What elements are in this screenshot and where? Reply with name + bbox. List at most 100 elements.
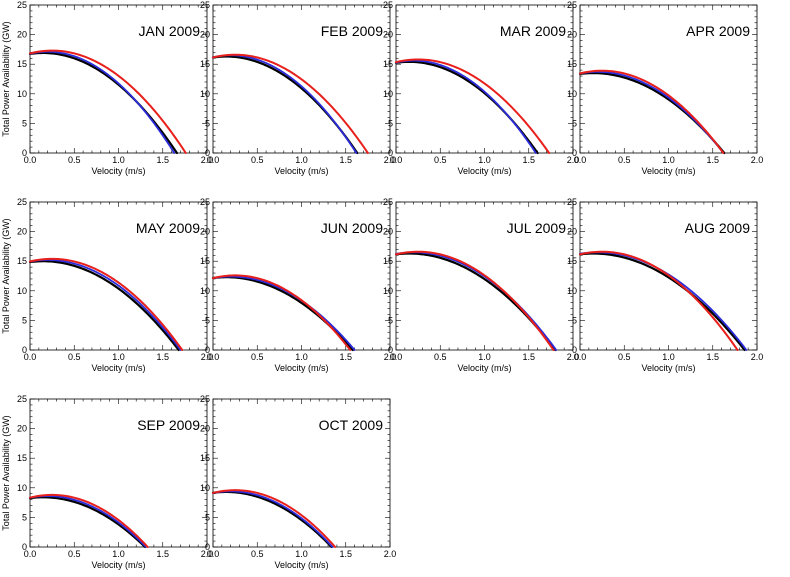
- y-tick-label: 15: [200, 256, 210, 266]
- x-tick-label: 2.0: [384, 352, 397, 362]
- x-tick-label: 1.5: [339, 155, 352, 165]
- y-tick-label: 20: [200, 227, 210, 237]
- series-line-red: [395, 58, 551, 154]
- x-axis-label: Velocity (m/s): [457, 166, 511, 176]
- series-line-blue: [579, 251, 748, 351]
- series-line-black: [28, 260, 180, 352]
- y-tick-label: 5: [205, 118, 210, 128]
- x-tick-label: 0.0: [24, 352, 37, 362]
- y-tick-label: 0: [572, 148, 577, 158]
- series-line-red: [212, 274, 352, 351]
- x-tick-label: 1.5: [706, 155, 719, 165]
- series-line-red: [212, 489, 337, 548]
- series-line-black: [28, 51, 179, 155]
- x-tick-label: 1.0: [295, 549, 308, 559]
- x-tick-label: 2.0: [201, 155, 214, 165]
- y-tick-label: 5: [22, 118, 27, 128]
- x-tick-label: 1.0: [478, 352, 491, 362]
- x-tick-label: 1.5: [339, 352, 352, 362]
- y-tick-label: 25: [200, 197, 210, 207]
- x-tick-label: 0.0: [24, 155, 37, 165]
- x-tick-label: 1.0: [662, 352, 675, 362]
- x-axis-label: Velocity (m/s): [274, 560, 328, 570]
- x-tick-label: 0.0: [390, 352, 403, 362]
- y-tick-label: 20: [17, 30, 27, 40]
- y-tick-label: 0: [205, 148, 210, 158]
- x-tick-label: 0.5: [251, 549, 264, 559]
- x-tick-label: 0.5: [68, 155, 81, 165]
- y-tick-label: 0: [388, 345, 393, 355]
- x-tick-label: 0.0: [207, 549, 220, 559]
- series-line-blue: [212, 275, 356, 351]
- y-tick-label: 20: [567, 227, 577, 237]
- y-tick-label: 15: [567, 59, 577, 69]
- x-axis-label: Velocity (m/s): [457, 363, 511, 373]
- series-line-red: [212, 53, 369, 154]
- x-tick-label: 2.0: [384, 155, 397, 165]
- y-tick-label: 5: [22, 512, 27, 522]
- x-tick-label: 0.0: [207, 155, 220, 165]
- panel-title: OCT 2009: [319, 417, 384, 433]
- series-line-blue: [395, 59, 537, 154]
- x-tick-label: 1.5: [156, 352, 169, 362]
- y-axis-label: Total Power Availability (GW): [1, 218, 11, 333]
- x-tick-label: 2.0: [567, 352, 580, 362]
- y-tick-label: 10: [567, 286, 577, 296]
- y-tick-label: 5: [572, 118, 577, 128]
- series-line-blue: [29, 259, 182, 351]
- y-tick-label: 10: [383, 89, 393, 99]
- y-tick-label: 0: [22, 345, 27, 355]
- y-axis-label: Total Power Availability (GW): [1, 415, 11, 530]
- series-line-red: [29, 493, 149, 548]
- series-line-blue: [212, 54, 358, 154]
- y-tick-label: 15: [383, 256, 393, 266]
- x-tick-label: 2.0: [201, 549, 214, 559]
- series-line-black: [28, 496, 147, 549]
- x-tick-label: 0.5: [434, 155, 447, 165]
- y-tick-label: 5: [22, 315, 27, 325]
- y-tick-label: 5: [205, 512, 210, 522]
- panel-title: MAY 2009: [136, 220, 200, 236]
- panel-title: JAN 2009: [139, 23, 201, 39]
- x-tick-label: 0.0: [574, 155, 587, 165]
- y-tick-label: 25: [383, 197, 393, 207]
- series-line-red: [29, 257, 184, 351]
- y-tick-label: 5: [388, 315, 393, 325]
- y-tick-label: 0: [572, 345, 577, 355]
- series-line-blue: [212, 490, 334, 548]
- x-tick-label: 0.0: [24, 549, 37, 559]
- x-tick-label: 1.5: [156, 549, 169, 559]
- y-tick-label: 15: [200, 59, 210, 69]
- series-line-black: [578, 252, 746, 352]
- x-tick-label: 1.0: [662, 155, 675, 165]
- x-tick-label: 0.5: [618, 155, 631, 165]
- y-tick-label: 5: [388, 118, 393, 128]
- x-axis-label: Velocity (m/s): [274, 363, 328, 373]
- y-tick-label: 25: [17, 197, 27, 207]
- x-tick-label: 1.5: [522, 352, 535, 362]
- x-tick-label: 1.0: [295, 352, 308, 362]
- y-tick-label: 20: [383, 227, 393, 237]
- series-line-blue: [29, 50, 176, 154]
- x-tick-label: 1.5: [706, 352, 719, 362]
- x-tick-label: 1.5: [339, 549, 352, 559]
- x-tick-label: 2.0: [751, 155, 764, 165]
- y-tick-label: 15: [17, 256, 27, 266]
- x-axis-label: Velocity (m/s): [274, 166, 328, 176]
- y-tick-label: 0: [388, 148, 393, 158]
- y-tick-label: 15: [383, 59, 393, 69]
- x-tick-label: 1.5: [156, 155, 169, 165]
- series-line-black: [394, 60, 539, 155]
- panel-title: MAR 2009: [500, 23, 566, 39]
- y-tick-label: 10: [200, 483, 210, 493]
- y-tick-label: 25: [17, 0, 27, 10]
- y-tick-label: 20: [200, 30, 210, 40]
- x-tick-label: 1.0: [112, 155, 125, 165]
